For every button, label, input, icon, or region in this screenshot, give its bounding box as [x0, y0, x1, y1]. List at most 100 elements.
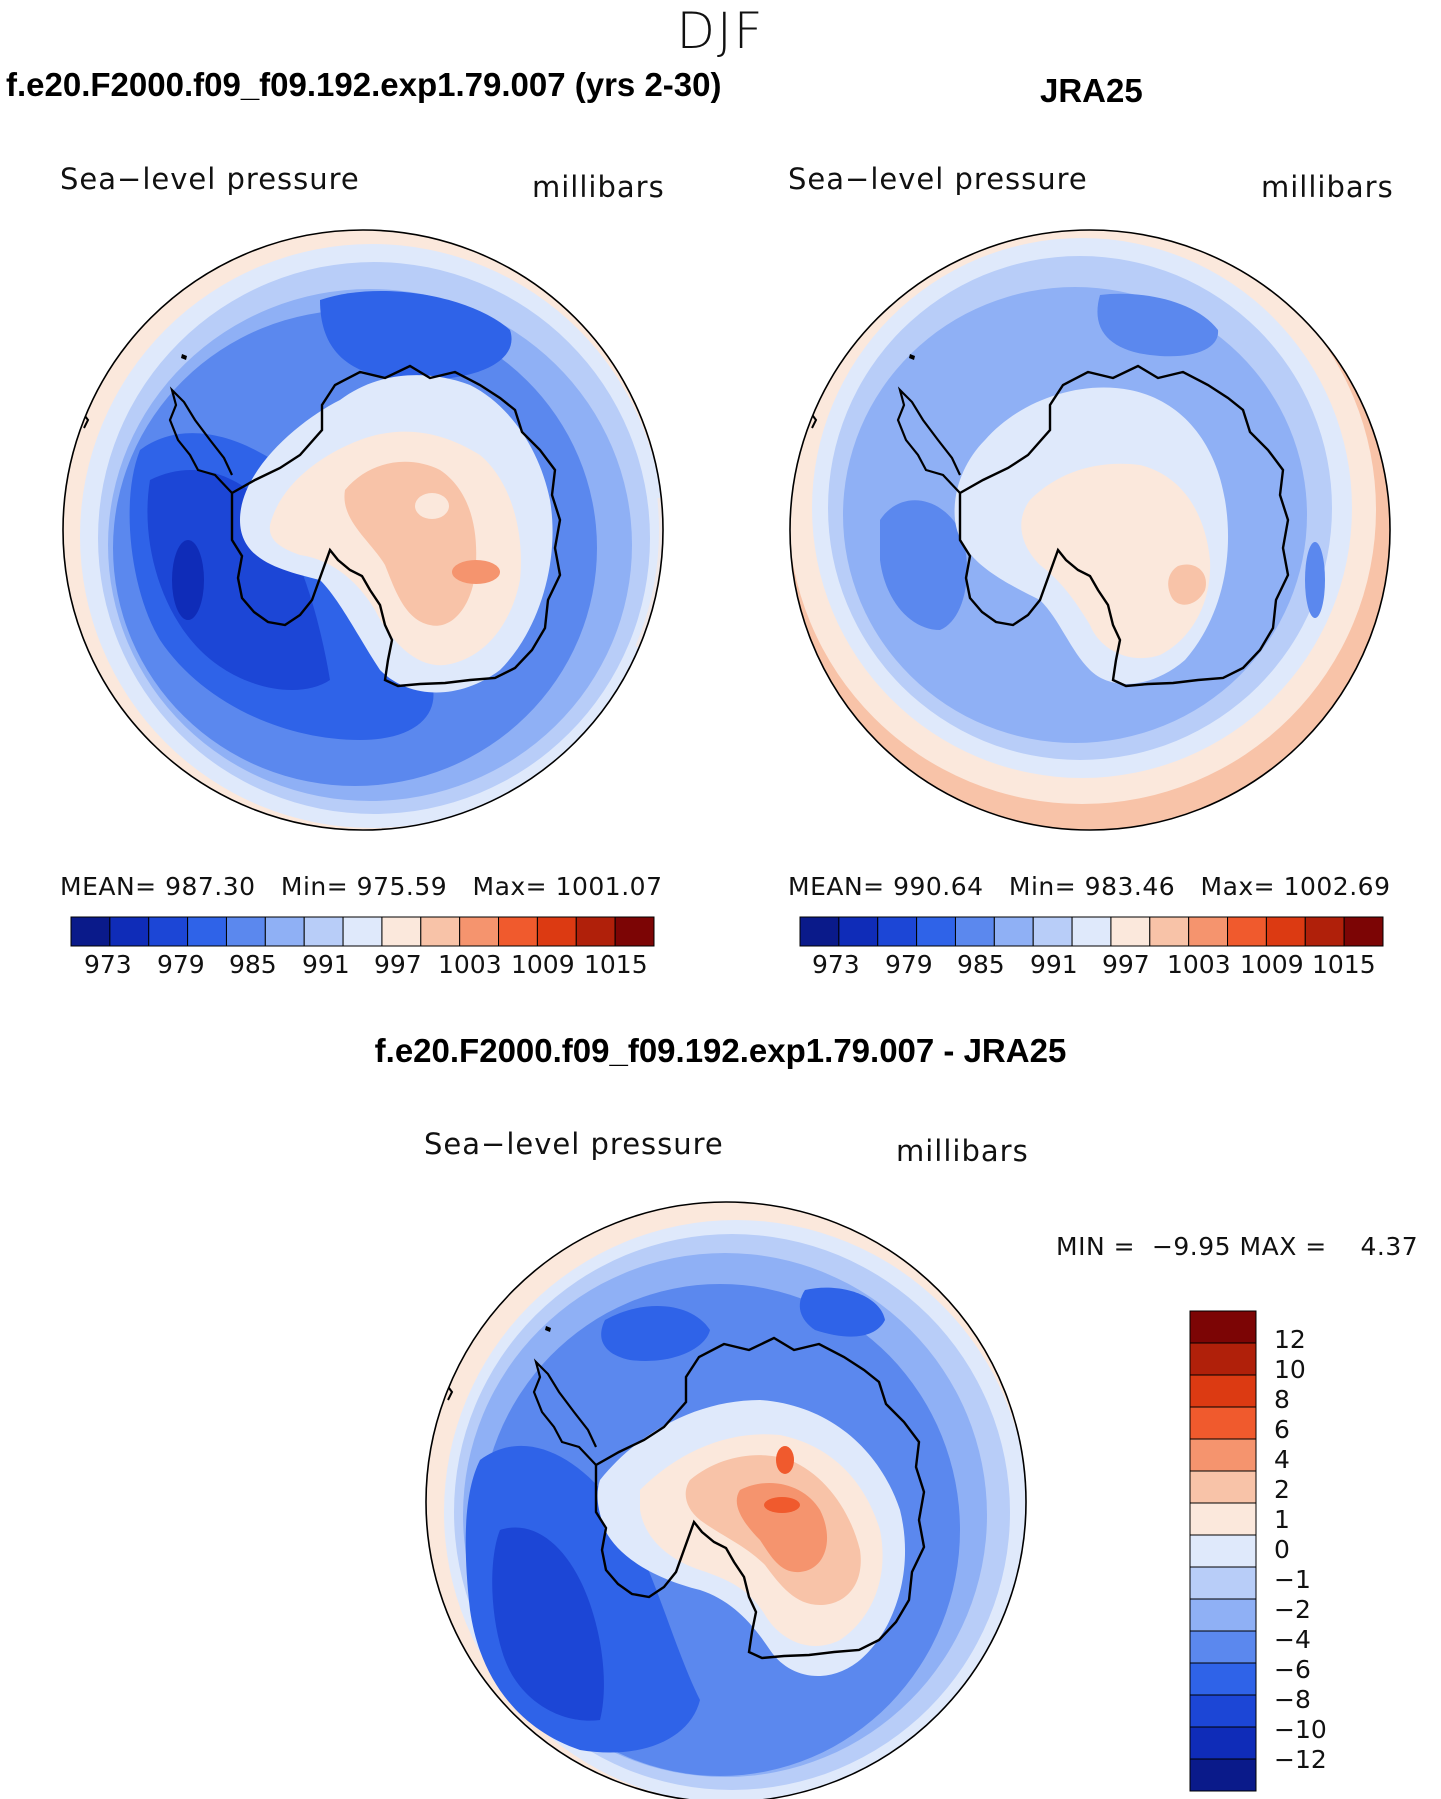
tick-label: 997: [1102, 950, 1150, 979]
diff-stats: MIN = −9.95 MAX = 4.37: [1056, 1232, 1418, 1261]
tick-label: −12: [1274, 1745, 1327, 1774]
colorbar-swatch: [536, 916, 577, 947]
max-value: 1002.69: [1283, 872, 1391, 901]
tick-label: 8: [1274, 1385, 1290, 1414]
colorbar-swatch: [420, 916, 461, 947]
mean-value: 987.30: [165, 872, 256, 901]
tick-label: −4: [1274, 1625, 1311, 1654]
model-variable-label: Sea−level pressure: [60, 162, 360, 196]
colorbar-swatch: [1189, 1662, 1257, 1696]
colorbar-swatch: [877, 916, 918, 947]
colorbar-swatch: [1189, 1758, 1257, 1792]
colorbar-swatch: [498, 916, 538, 947]
colorbar-swatch: [1189, 1726, 1257, 1760]
tick-label: −1: [1274, 1565, 1311, 1594]
colorbar-swatch: [1189, 1630, 1257, 1664]
obs-panel-title: JRA25: [1040, 72, 1143, 109]
colorbar-swatch: [148, 916, 189, 947]
colorbar-swatch: [1110, 916, 1151, 947]
min-label: Min=: [280, 872, 349, 901]
colorbar-swatch: [187, 916, 227, 947]
diff-units-label: millibars: [896, 1134, 1029, 1168]
colorbar-swatch: [1189, 1694, 1257, 1728]
max-label: Max=: [472, 872, 548, 901]
colorbar-swatch: [1189, 1502, 1257, 1536]
colorbar-swatch: [1304, 916, 1345, 947]
colorbar-swatch: [303, 916, 344, 947]
tick-label: 6: [1274, 1415, 1290, 1444]
diff-map: [425, 1201, 1027, 1799]
tick-label: 979: [157, 950, 205, 979]
colorbar-swatch: [954, 916, 995, 947]
min-value: 983.46: [1084, 872, 1176, 901]
tick-label: −2: [1274, 1595, 1311, 1624]
colorbar-swatch: [70, 916, 111, 947]
min-label: MIN =: [1056, 1232, 1136, 1261]
obs-map: [789, 229, 1391, 831]
max-value: 1001.07: [555, 872, 663, 901]
colorbar-swatch: [1032, 916, 1073, 947]
colorbar-swatch: [575, 916, 616, 947]
max-label: Max=: [1200, 872, 1276, 901]
tick-label: −8: [1274, 1685, 1311, 1714]
tick-label: 973: [84, 950, 132, 979]
model-map: [62, 229, 664, 831]
colorbar-swatch: [1189, 1534, 1257, 1568]
colorbar-swatch: [1265, 916, 1306, 947]
colorbar-swatch: [264, 916, 305, 947]
tick-label: 997: [374, 950, 422, 979]
diff-panel-title: f.e20.F2000.f09_f09.192.exp1.79.007 - JR…: [374, 1032, 1067, 1069]
tick-label: 1009: [1240, 950, 1304, 979]
min-label: Min=: [1008, 872, 1077, 901]
tick-label: 1003: [438, 950, 502, 979]
colorbar-swatch: [993, 916, 1034, 947]
obs-variable-label: Sea−level pressure: [788, 162, 1088, 196]
colorbar-swatch: [1343, 916, 1384, 947]
tick-label: 1: [1274, 1505, 1290, 1534]
tick-label: 985: [957, 950, 1005, 979]
tick-label: 12: [1274, 1325, 1306, 1354]
colorbar-swatch: [799, 916, 840, 947]
colorbar-swatch: [1227, 916, 1267, 947]
obs-units-label: millibars: [1261, 170, 1394, 204]
model-units-label: millibars: [532, 170, 665, 204]
model-colorbar-ticks: 973 979 985 991 997 1003 1009 1015: [0, 950, 1441, 984]
model-stats: MEAN= 987.30 Min= 975.59 Max= 1001.07: [60, 872, 662, 901]
colorbar-swatch: [1189, 1470, 1257, 1504]
colorbar-swatch: [1071, 916, 1112, 947]
tick-label: 1015: [584, 950, 648, 979]
tick-label: 1009: [511, 950, 575, 979]
tick-label: 2: [1274, 1475, 1290, 1504]
max-label: MAX =: [1239, 1232, 1327, 1261]
max-value: 4.37: [1360, 1232, 1419, 1261]
model-panel-title: f.e20.F2000.f09_f09.192.exp1.79.007 (yrs…: [6, 66, 722, 103]
tick-label: −10: [1274, 1715, 1327, 1744]
colorbar-swatch: [1189, 1598, 1257, 1632]
colorbar-swatch: [225, 916, 266, 947]
min-value: −9.95: [1151, 1232, 1232, 1261]
diff-colorbar-ticks: 12 10 8 6 4 2 1 0 −1 −2 −4 −6 −8 −10 −12: [1262, 1325, 1352, 1785]
colorbar-swatch: [1189, 1438, 1257, 1472]
colorbar-swatch: [109, 916, 150, 947]
tick-label: 991: [1030, 950, 1078, 979]
tick-label: 973: [812, 950, 860, 979]
colorbar-swatch: [916, 916, 956, 947]
model-colorbar: [70, 916, 655, 947]
diff-variable-label: Sea−level pressure: [424, 1127, 724, 1161]
mean-label: MEAN=: [788, 872, 885, 901]
obs-stats: MEAN= 990.64 Min= 983.46 Max= 1002.69: [788, 872, 1390, 901]
mean-value: 990.64: [893, 872, 984, 901]
tick-label: 4: [1274, 1445, 1290, 1474]
colorbar-swatch: [1149, 916, 1190, 947]
tick-label: 0: [1274, 1535, 1290, 1564]
colorbar-swatch: [1189, 1406, 1257, 1440]
colorbar-swatch: [614, 916, 655, 947]
tick-label: 985: [229, 950, 277, 979]
colorbar-swatch: [342, 916, 383, 947]
tick-label: 10: [1274, 1355, 1306, 1384]
season-title: DJF: [676, 2, 765, 60]
mean-label: MEAN=: [60, 872, 157, 901]
colorbar-swatch: [838, 916, 879, 947]
tick-label: 1003: [1167, 950, 1231, 979]
